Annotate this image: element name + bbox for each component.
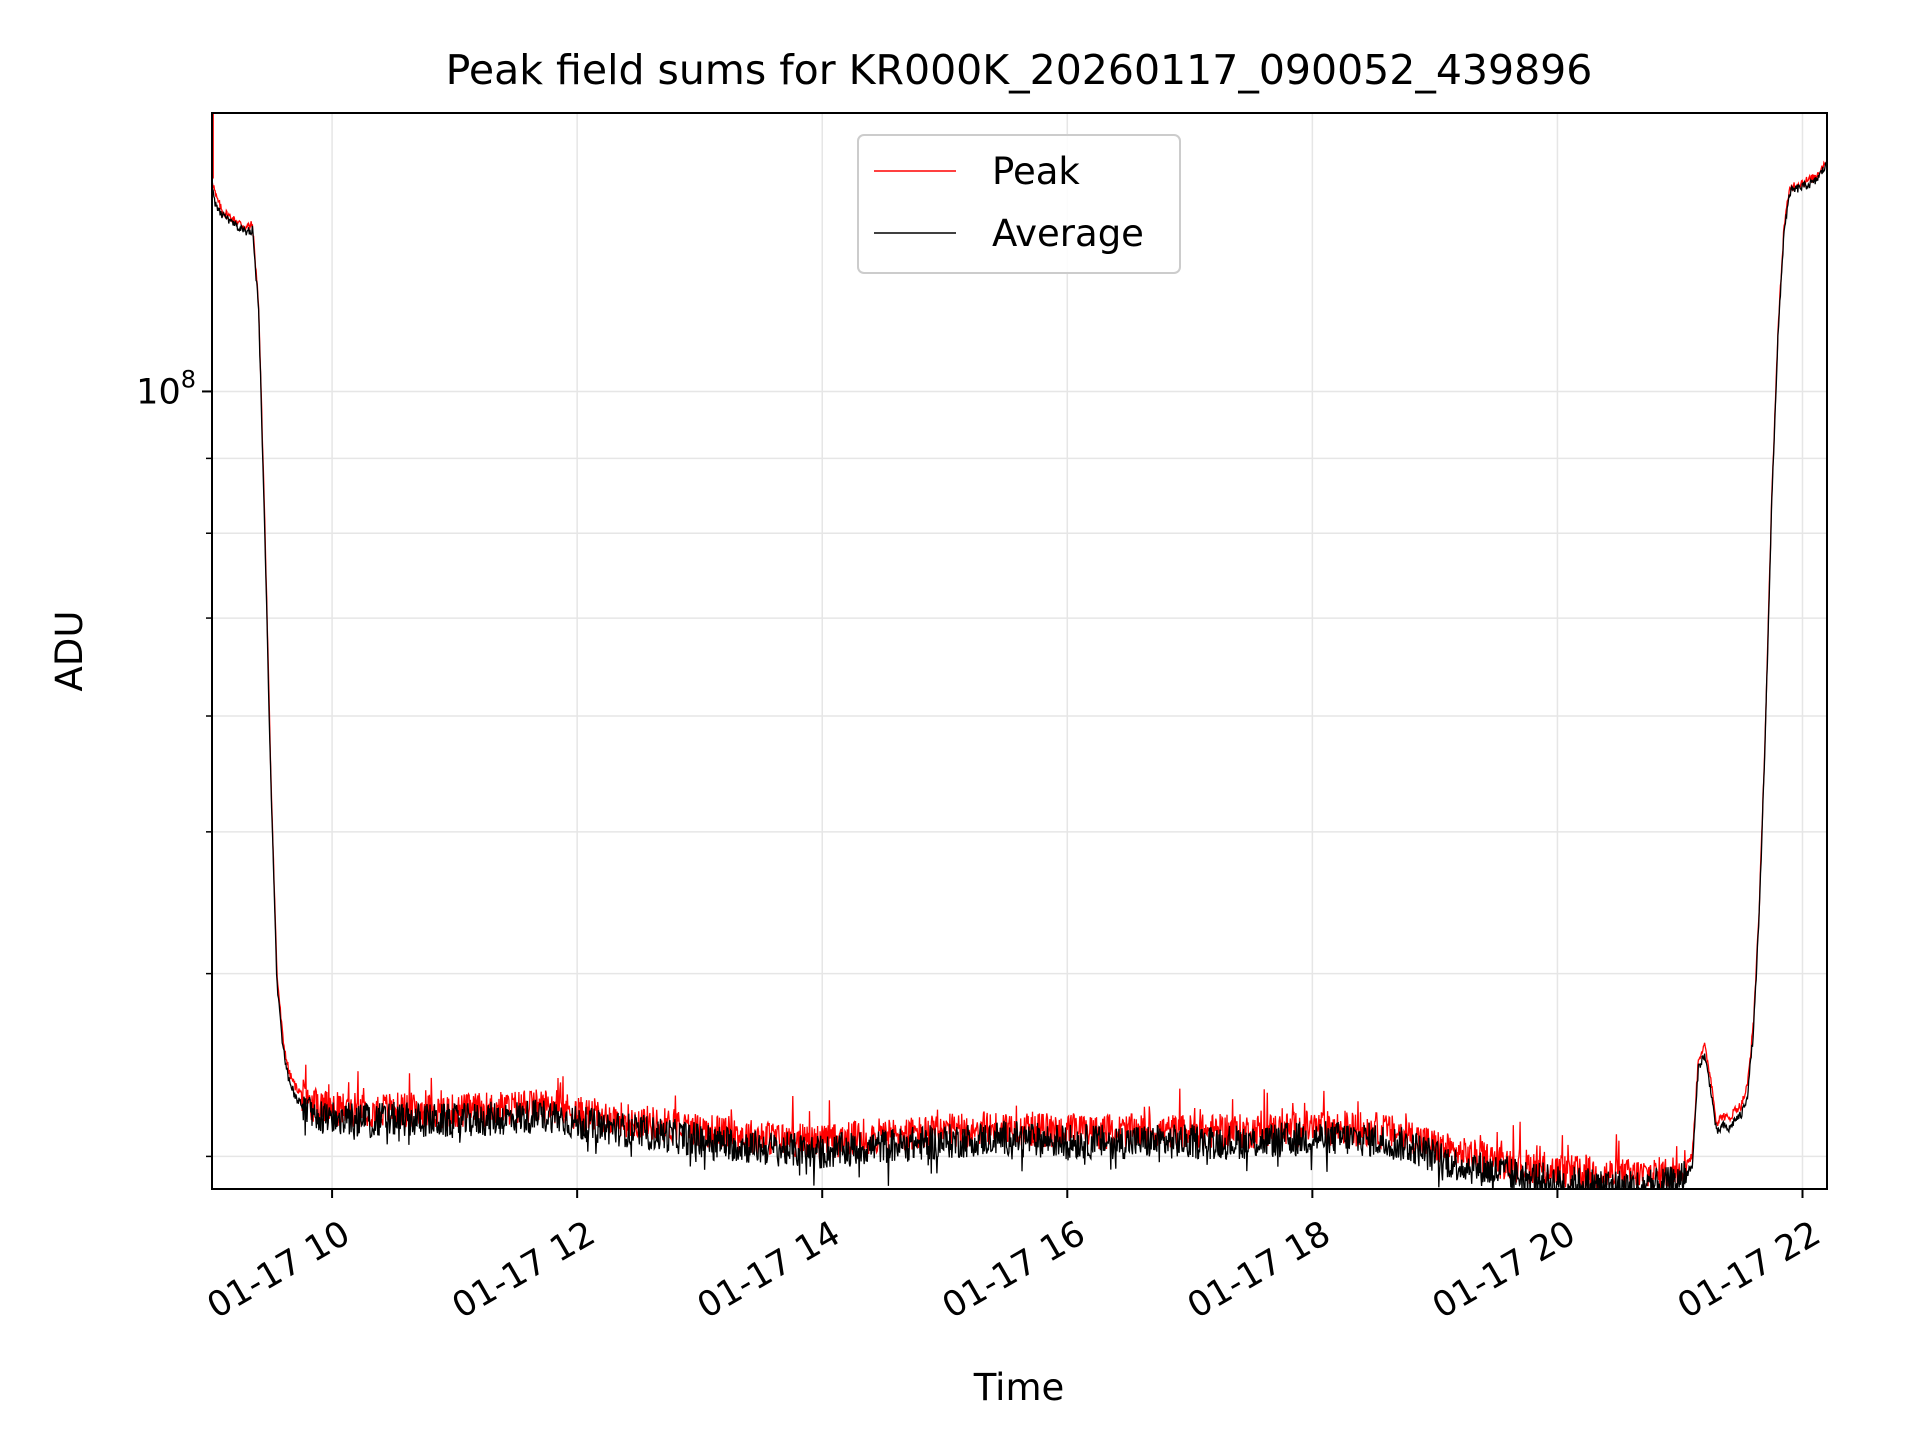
plot-area (212, 113, 1827, 1189)
legend-label-peak: Peak (992, 150, 1080, 193)
y-tick-label-base: 10 (136, 372, 181, 412)
axes-frame (211, 112, 1828, 1190)
grid (212, 113, 1827, 1189)
x-axis-label: Time (973, 1366, 1065, 1409)
y-axis-label: ADU (48, 611, 91, 692)
y-tick-label-exponent: 8 (181, 365, 196, 393)
legend-box (857, 134, 1181, 274)
y-tick-label: 108 (136, 365, 196, 412)
legend-label-average: Average (992, 212, 1144, 255)
chart-title: Peak field sums for KR000K_20260117_0900… (446, 46, 1593, 94)
legend: Peak Average (857, 134, 1181, 274)
series-line-average (212, 162, 1827, 1189)
